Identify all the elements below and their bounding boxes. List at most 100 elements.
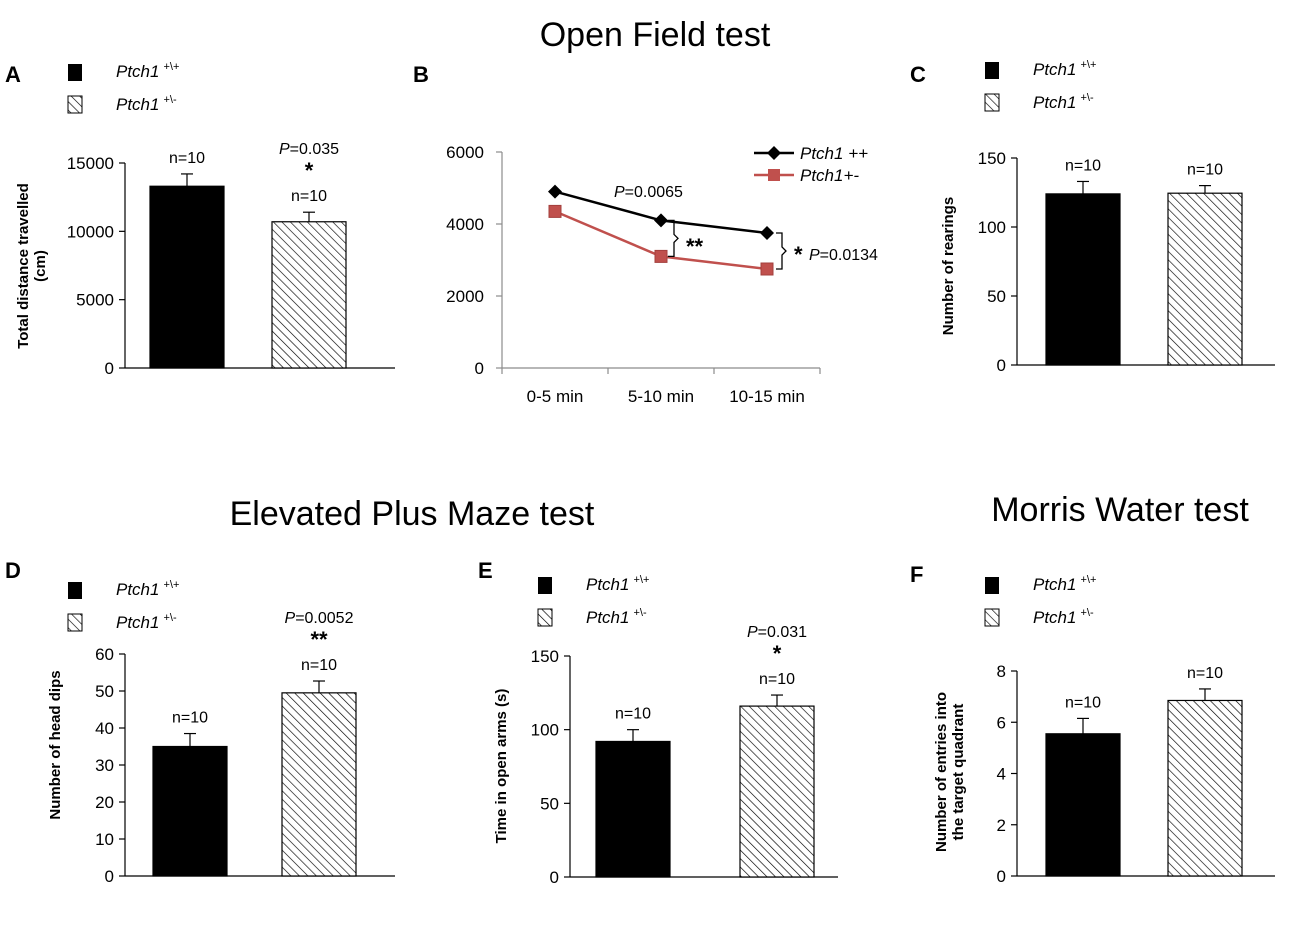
panel-d-ylabel: Number of head dips [47,670,64,819]
panel-e-ytick-label: 0 [550,868,559,887]
panel-b-ytick-label: 6000 [446,143,484,162]
panel-f-ylabel-line: Number of entries into [933,692,950,852]
panel-b-legend-label-wt: Ptch1 ++ [800,144,868,163]
panel-e-legend-swatch-wt [538,577,552,594]
panel-c-ylabel: Number of rearings [940,197,957,335]
panel-d-legend-label-het: Ptch1 +\- [116,612,177,632]
panel-b-significance-2: * [794,242,803,267]
panel-f-n-label: n=10 [1187,665,1223,682]
panel-c-legend-label-het: Ptch1 +\- [1033,92,1094,112]
panel-d-legend-label-wt: Ptch1 +\+ [116,579,179,599]
panel-c-letter: C [910,62,926,87]
panel-b-point-het [760,262,774,276]
panel-e-n-label: n=10 [759,671,795,688]
panel-a-n-label: n=10 [169,150,205,167]
panel-c-bar-wt [1045,193,1121,366]
panel-d-ylabel-line: Number of head dips [47,670,64,819]
panel-d-ytick-label: 60 [95,645,114,664]
panel-a-legend-label-wt: Ptch1 +\+ [116,61,179,81]
panel-d-ytick-label: 50 [95,682,114,701]
panel-b-p-label-2: P=0.0134 [809,247,878,264]
panel-f-ylabel: Number of entries intothe target quadran… [933,692,967,852]
panel-f-legend-label-wt: Ptch1 +\+ [1033,574,1096,594]
panel-b-p-value-1: =0.0065 [625,184,683,201]
panel-b-ytick-label: 2000 [446,287,484,306]
panel-f-ylabel-line: the target quadrant [950,704,967,841]
panel-a-p-value: =0.035 [290,141,339,158]
panel-c-bar-het [1167,192,1243,366]
panel-a-bar-het [271,221,347,369]
panel-d-p-letter: P [285,610,296,627]
panel-b-legend-marker-het [768,169,780,181]
panel-d-ytick-label: 40 [95,719,114,738]
panel-d-ytick-label: 10 [95,830,114,849]
panel-c-ytick-label: 50 [987,287,1006,306]
panel-e-legend-label-wt: Ptch1 +\+ [586,574,649,594]
panel-d-n-label: n=10 [301,657,337,674]
panel-b-xtick-label: 10-15 min [729,387,805,406]
panel-b-xtick-label: 5-10 min [628,387,694,406]
panel-f-bar-wt [1045,733,1121,877]
panel-b-legend-marker-wt [767,146,781,160]
title-open-field: Open Field test [540,16,771,54]
title-elevated-plus-maze: Elevated Plus Maze test [230,495,595,533]
panel-b-significance-1: ** [686,234,704,259]
panel-a-ylabel: Total distance travelled(cm) [15,183,49,349]
panel-a-ytick-label: 15000 [67,154,114,173]
panel-b-ytick-label: 0 [475,359,484,378]
panel-d-legend-sup-wt: +\+ [163,579,179,591]
panel-e-ylabel-line: Time in open arms (s) [493,689,510,844]
panel-a-letter: A [5,62,21,87]
panel-c-ytick-label: 100 [978,218,1006,237]
panel-b-bracket-1 [668,219,679,258]
panel-d-p-value: =0.0052 [295,610,353,627]
panel-d-ytick-label: 20 [95,793,114,812]
panel-c-ytick-label: 150 [978,149,1006,168]
panel-b-point-wt [548,184,562,199]
panel-f-n-label: n=10 [1065,694,1101,711]
panel-a-p-label: P=0.035 [279,141,339,158]
panel-f-letter: F [910,562,923,587]
panel-b-legend-label-het: Ptch1+- [800,166,859,185]
panel-a-ylabel-line: (cm) [32,250,49,282]
panel-b-xtick-label: 0-5 min [527,387,584,406]
panel-f-ytick-label: 8 [997,662,1006,681]
panel-c-n-label: n=10 [1187,162,1223,179]
panel-d-ytick-label: 30 [95,756,114,775]
panel-e-p-value: =0.031 [758,624,807,641]
panel-a-legend-label-het: Ptch1 +\- [116,94,177,114]
panel-b-point-het [654,249,668,263]
panel-a-ytick-label: 0 [105,359,114,378]
panel-e-ytick-label: 50 [540,794,559,813]
panel-d-n-label: n=10 [172,710,208,727]
panel-b-letter: B [413,62,429,87]
panel-b-p-value-2: =0.0134 [820,247,878,264]
panel-d-significance: ** [310,627,328,652]
panel-d-bar-het [281,692,357,877]
panel-d-bar-wt [152,745,228,877]
panel-c-legend-sup-wt: +\+ [1080,59,1096,71]
panel-a-bar-wt [149,185,225,369]
panel-f-ytick-label: 0 [997,867,1006,886]
panel-c-ytick-label: 0 [997,356,1006,375]
panel-e-bar-wt [595,740,671,878]
panel-c-legend-swatch-het [984,93,1000,112]
panel-a-significance: * [305,158,314,183]
panel-a-ytick-label: 5000 [76,291,114,310]
panel-e-bar-het [739,705,815,878]
panel-f-legend-sup-wt: +\+ [1080,574,1096,586]
panel-e-significance: * [773,641,782,666]
panel-f-ytick-label: 6 [997,713,1006,732]
panel-a-ytick-label: 10000 [67,222,114,241]
title-morris-water: Morris Water test [991,491,1249,529]
panel-f-legend-sup-het: +\- [1080,607,1093,619]
panel-e-legend-label-het: Ptch1 +\- [586,607,647,627]
panel-b-p-letter-1: P [614,184,625,201]
panel-c-legend-sup-het: +\- [1080,92,1093,104]
panel-f-legend-swatch-wt [985,577,999,594]
panel-a-legend-swatch-het [67,95,83,114]
panel-c-ylabel-line: Number of rearings [940,197,957,335]
panel-b-point-het [548,204,562,218]
panel-b-p-label-1: P=0.0065 [614,184,683,201]
panel-f-ytick-label: 2 [997,816,1006,835]
